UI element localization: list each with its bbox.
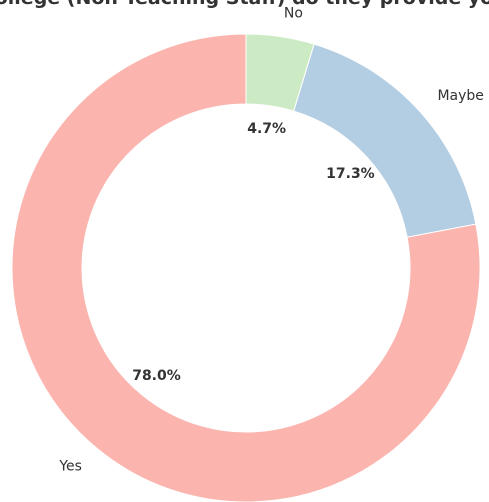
pct-label-yes: 78.0%	[132, 368, 181, 384]
slice-yes	[11, 33, 481, 502]
pct-label-no: 4.7%	[247, 121, 286, 137]
slices	[11, 33, 481, 502]
slice-labels: No 4.7% Maybe 17.3% Yes 78.0%	[58, 5, 484, 474]
pct-label-maybe: 17.3%	[326, 166, 375, 182]
chart-title: ...ollege (Non Teaching Staff) do they p…	[0, 0, 489, 9]
slice-label-yes: Yes	[58, 458, 82, 474]
slice-label-no: No	[284, 5, 303, 21]
slice-maybe	[293, 43, 477, 238]
slice-label-maybe: Maybe	[437, 88, 483, 104]
